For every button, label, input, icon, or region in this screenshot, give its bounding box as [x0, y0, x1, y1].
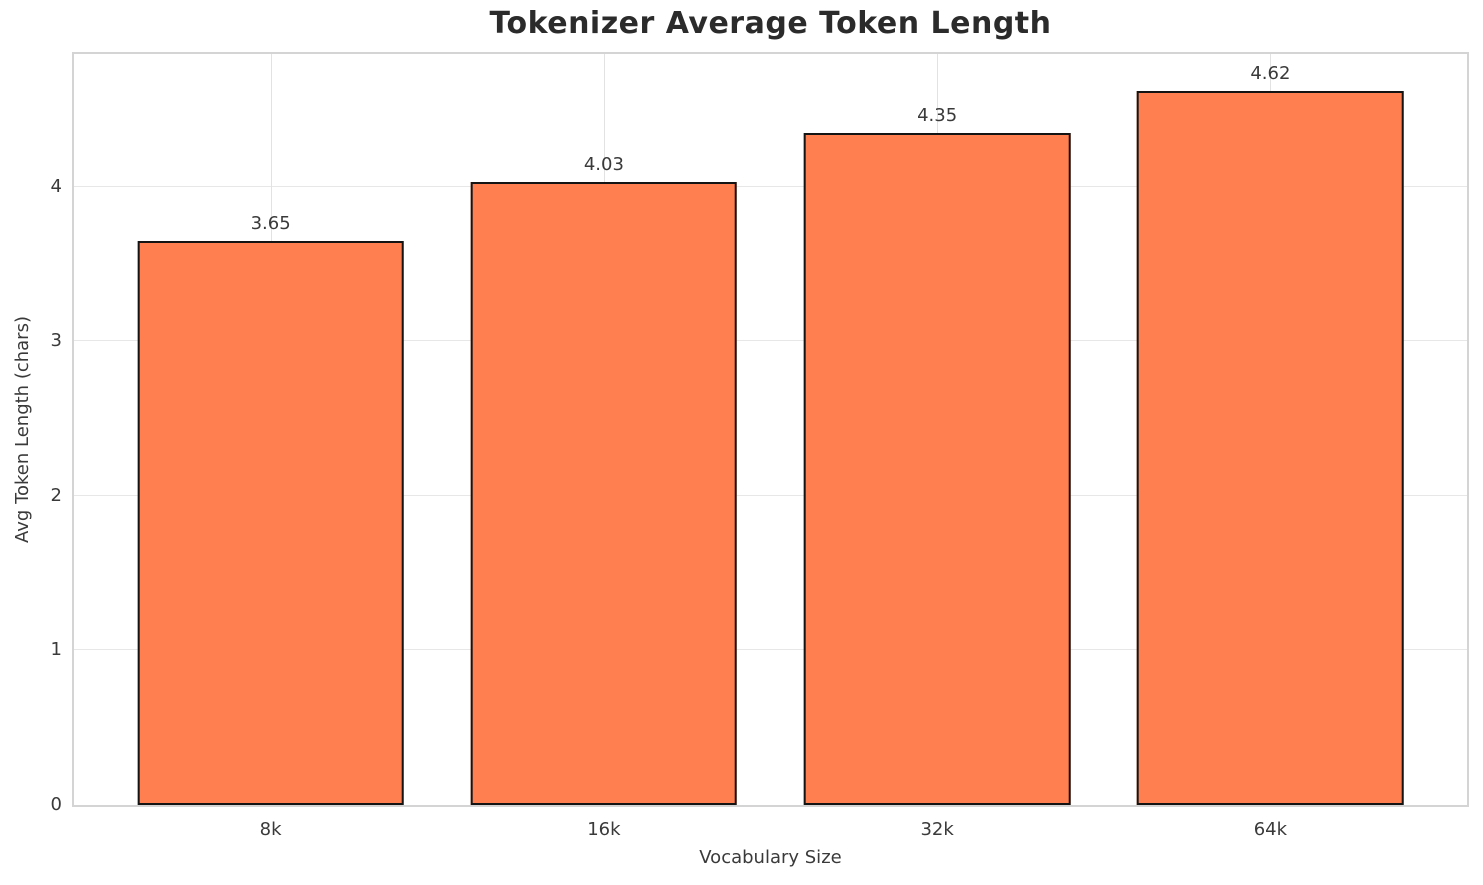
x-tick-label: 16k	[587, 819, 621, 840]
y-axis-label-container: Avg Token Length (chars)	[0, 52, 44, 807]
y-gridline	[74, 185, 1467, 187]
bar-value-label: 4.03	[583, 154, 624, 176]
x-tick-label: 32k	[920, 819, 954, 840]
bar-value-label: 3.65	[250, 212, 291, 234]
x-axis-label: Vocabulary Size	[699, 847, 842, 868]
y-axis-label: Avg Token Length (chars)	[11, 316, 33, 543]
y-tick-label: 1	[50, 639, 62, 661]
y-tick-label: 4	[50, 175, 62, 197]
bar-16k	[470, 182, 738, 805]
bar-value-label: 4.62	[1250, 63, 1291, 85]
x-tick-label: 8k	[259, 819, 282, 840]
x-tick-label: 64k	[1253, 819, 1288, 840]
bar-64k	[1137, 91, 1404, 805]
plot-area: 0 1 2 3 4 3.65 8k 4.03 16k 4.35 32k 4.62 64k	[51, 52, 1469, 840]
chart-title: Tokenizer Average Token Length	[489, 6, 1052, 41]
bar-value-label: 4.35	[917, 104, 958, 126]
y-gridline	[74, 340, 1467, 342]
y-tick-label: 0	[50, 794, 62, 815]
y-gridline	[74, 494, 1467, 496]
bar-8k	[137, 240, 404, 805]
y-tick-label: 2	[50, 484, 62, 506]
y-tick-label: 3	[50, 330, 62, 352]
y-gridline	[74, 649, 1467, 651]
bar-32k	[803, 132, 1071, 805]
